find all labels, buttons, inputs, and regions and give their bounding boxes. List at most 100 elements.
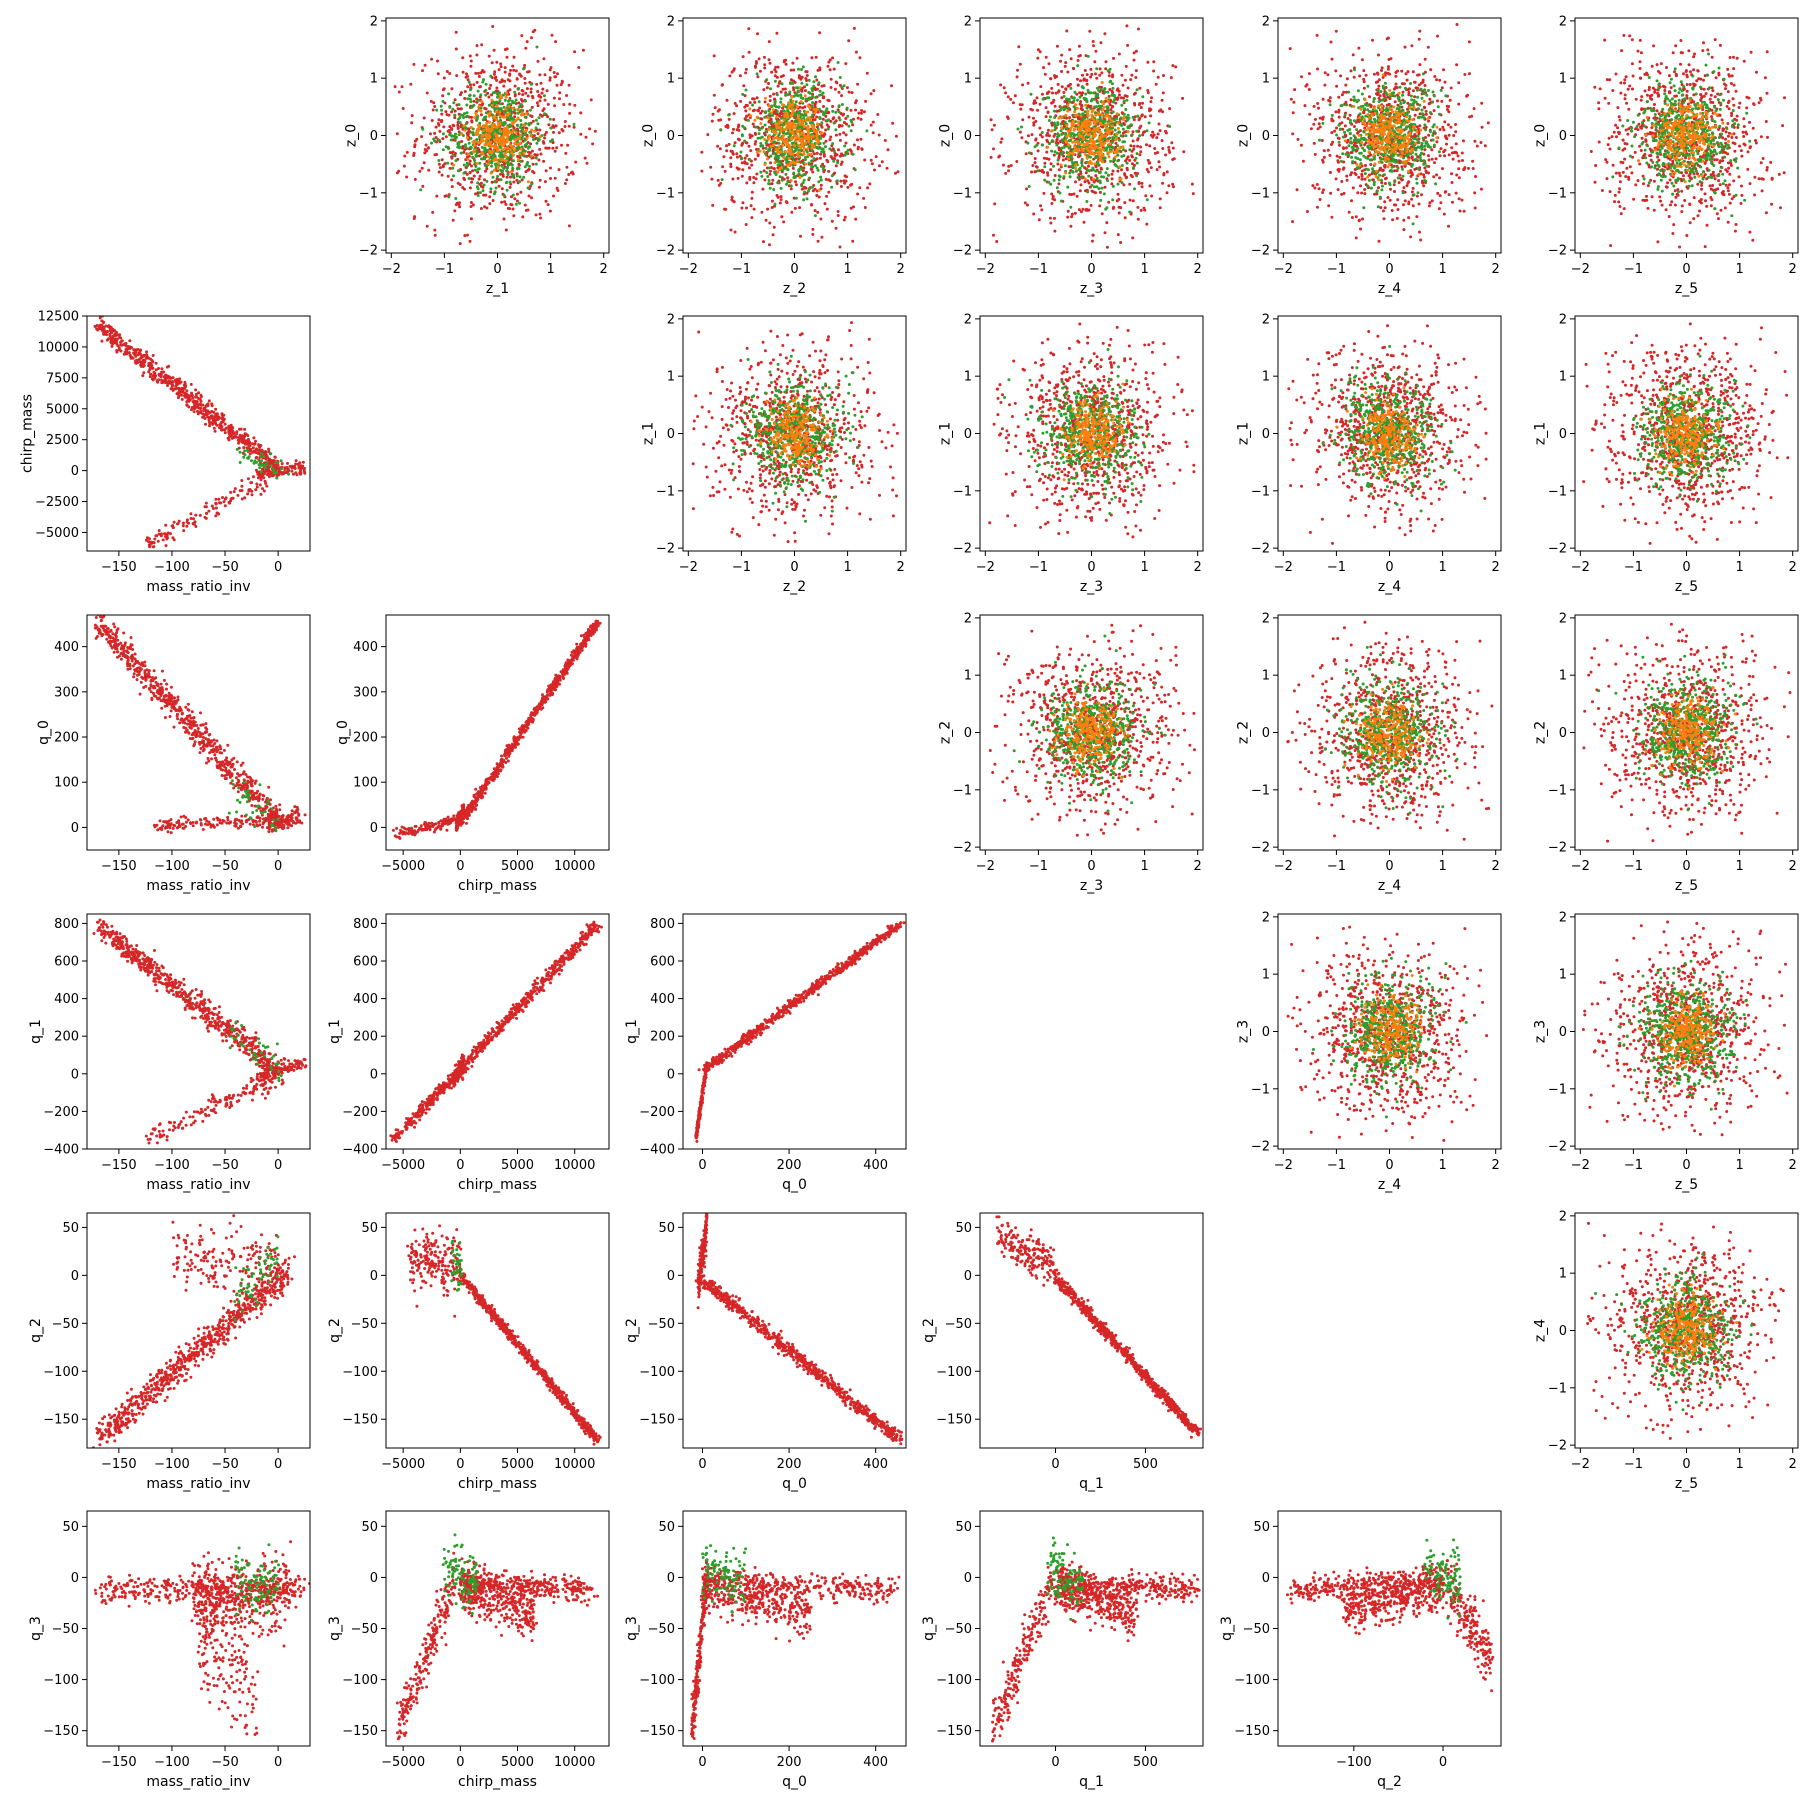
point <box>457 169 461 173</box>
point <box>567 224 571 228</box>
point <box>1318 116 1322 120</box>
point <box>1326 148 1330 152</box>
point <box>482 183 486 187</box>
point <box>742 84 746 88</box>
point <box>494 146 498 150</box>
point <box>1057 116 1061 120</box>
point <box>819 178 823 182</box>
point <box>891 121 895 125</box>
point <box>1062 94 1066 98</box>
point <box>1093 143 1097 147</box>
point <box>1033 161 1037 165</box>
point <box>476 170 480 174</box>
point <box>1164 153 1168 157</box>
point <box>736 176 740 180</box>
point <box>754 125 758 129</box>
point <box>508 73 512 77</box>
point <box>525 87 529 91</box>
point <box>850 120 854 124</box>
point <box>1147 121 1151 125</box>
point <box>535 45 539 49</box>
point <box>476 191 480 195</box>
point <box>1026 141 1030 145</box>
point <box>825 158 829 162</box>
point <box>771 178 775 182</box>
point <box>844 179 848 183</box>
point <box>1076 98 1079 102</box>
point <box>798 133 802 136</box>
point <box>822 170 826 174</box>
point <box>465 114 469 118</box>
point <box>796 89 800 93</box>
point <box>797 114 801 118</box>
point <box>791 160 795 164</box>
point <box>475 138 479 141</box>
point <box>756 108 760 112</box>
point <box>1075 194 1079 198</box>
point <box>770 104 774 108</box>
point <box>504 228 508 232</box>
point <box>776 137 780 141</box>
point <box>790 141 794 145</box>
point <box>1111 75 1114 79</box>
point <box>547 123 551 127</box>
point <box>421 184 425 188</box>
point <box>496 137 500 141</box>
point <box>1102 175 1106 179</box>
point <box>1348 113 1352 117</box>
point <box>772 225 776 229</box>
point <box>488 149 492 153</box>
point <box>461 56 465 60</box>
point <box>774 173 778 177</box>
point <box>1151 130 1155 134</box>
point <box>1130 175 1134 179</box>
point <box>827 190 831 194</box>
point <box>837 148 840 152</box>
point <box>773 101 777 105</box>
point <box>530 105 534 109</box>
point <box>538 128 542 132</box>
point <box>808 116 812 120</box>
point <box>741 168 745 172</box>
point <box>1097 187 1101 191</box>
point <box>1106 99 1110 103</box>
point <box>803 141 807 145</box>
point <box>522 67 525 71</box>
point <box>1445 142 1448 146</box>
point <box>794 183 798 187</box>
point <box>1141 95 1145 99</box>
point <box>744 88 748 92</box>
point <box>894 134 898 138</box>
point <box>1105 113 1109 117</box>
point <box>1033 157 1037 160</box>
point <box>1171 64 1175 68</box>
point <box>521 133 525 137</box>
point <box>415 137 419 141</box>
point <box>429 99 433 103</box>
point <box>849 149 853 153</box>
point <box>591 142 595 146</box>
point <box>1156 132 1160 136</box>
point <box>1082 220 1086 224</box>
point <box>758 69 762 73</box>
point <box>1105 105 1109 109</box>
point <box>759 141 763 145</box>
point <box>1036 48 1040 52</box>
point <box>501 93 505 97</box>
point <box>500 200 504 204</box>
point <box>768 94 772 98</box>
point <box>437 118 441 122</box>
point <box>549 177 552 180</box>
point <box>524 46 528 50</box>
point <box>1110 119 1114 123</box>
point <box>1026 134 1030 138</box>
point <box>531 119 535 123</box>
point <box>806 137 810 141</box>
point <box>577 66 581 69</box>
point <box>1161 110 1165 114</box>
point <box>1086 111 1089 115</box>
point <box>534 153 538 157</box>
point <box>440 158 444 162</box>
point <box>535 141 539 145</box>
point <box>1034 137 1038 141</box>
